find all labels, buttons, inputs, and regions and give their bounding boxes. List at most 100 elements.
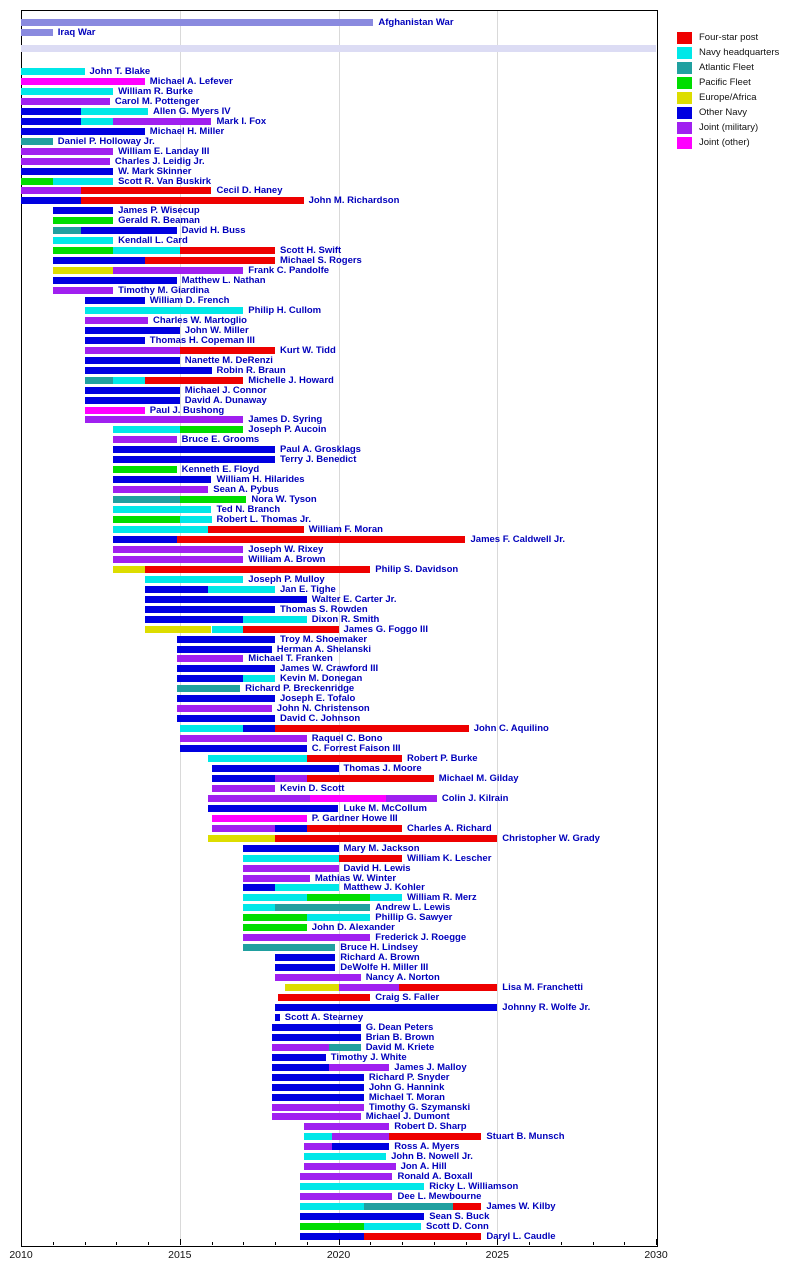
person-label: Philip H. Cullom	[248, 304, 322, 316]
timeline-bar-segment	[389, 1133, 482, 1141]
legend-swatch-jo	[677, 137, 692, 149]
timeline-bar-segment	[243, 944, 336, 952]
timeline-bar-segment	[243, 675, 276, 683]
timeline-bar-segment	[113, 535, 177, 543]
person-label: Michael T. Moran	[368, 1091, 445, 1103]
person-label: DeWolfe H. Miller III	[340, 962, 429, 974]
timeline-bar-segment	[309, 794, 387, 802]
person-label: Kurt W. Tidd	[280, 344, 336, 356]
person-label: William A. Brown	[248, 553, 326, 565]
timeline-bar-segment	[21, 87, 114, 95]
person-label: James P. Wisecup	[118, 205, 200, 217]
timeline-bar-segment	[306, 774, 434, 782]
person-label: Dee L. Mewbourne	[397, 1191, 482, 1203]
timeline-bar-segment	[52, 257, 145, 265]
person-label: Carol M. Pottenger	[114, 95, 200, 107]
timeline-bar-segment	[363, 1223, 421, 1230]
timeline-bar-segment	[211, 764, 339, 772]
timeline-bar-segment	[21, 97, 110, 105]
minor-tick-2024	[465, 1242, 467, 1245]
minor-tick-2018	[275, 1242, 276, 1245]
timeline-bar-segment	[179, 516, 212, 524]
person-label: Andrew L. Lewis	[375, 902, 451, 914]
person-label: Michael J. Dumont	[365, 1111, 450, 1123]
timeline-bar-segment	[208, 804, 339, 812]
timeline-bar-segment	[243, 884, 276, 892]
timeline-bar-segment	[21, 107, 82, 115]
timeline-bar-segment	[243, 904, 276, 912]
timeline-bar-segment	[243, 864, 339, 872]
timeline-bar-segment	[271, 1103, 364, 1111]
timeline-bar-segment	[211, 784, 275, 792]
minor-tick-2016	[211, 1242, 213, 1245]
timeline-bar-segment	[113, 426, 180, 434]
timeline-bar-segment	[243, 914, 307, 922]
timeline-bar-segment	[81, 197, 304, 205]
person-label: David A. Dunaway	[184, 394, 267, 406]
timeline-bar-segment	[300, 1203, 364, 1211]
major-tick-2025	[497, 1239, 499, 1245]
person-label: Colin J. Kilrain	[441, 792, 509, 804]
timeline-bar-segment	[306, 894, 371, 902]
timeline-bar-segment	[52, 227, 82, 235]
person-label: Craig S. Faller	[375, 992, 440, 1003]
timeline-bar-segment	[306, 824, 403, 832]
timeline-bar-segment	[113, 446, 275, 454]
timeline-bar-segment	[84, 386, 180, 394]
person-label: Allen G. Myers IV	[153, 105, 231, 117]
timeline-bar-segment	[21, 157, 110, 165]
timeline-bar-segment	[300, 1183, 425, 1191]
person-label: Sean S. Buck	[429, 1211, 490, 1223]
timeline-bar-segment	[208, 794, 310, 802]
timeline-bar-segment	[271, 1093, 364, 1101]
legend-swatch-ea	[677, 92, 692, 104]
timeline-bar-segment	[21, 187, 82, 195]
person-label: Johnny R. Wolfe Jr.	[502, 1001, 591, 1013]
person-label: Ricky L. Williamson	[429, 1181, 519, 1193]
timeline-bar-segment	[208, 755, 307, 763]
minor-tick-2017	[243, 1242, 245, 1245]
war-label: Iraq War	[57, 27, 96, 38]
person-label: David M. Kriete	[365, 1041, 435, 1053]
timeline-bar-segment	[208, 585, 275, 593]
person-label: David C. Johnson	[280, 713, 361, 725]
timeline-bar-segment	[84, 346, 180, 354]
person-label: Thomas H. Copeman III	[149, 334, 255, 346]
timeline-bar-segment	[452, 1203, 482, 1211]
timeline-bar-segment	[176, 635, 275, 643]
person-label: Matthew L. Nathan	[181, 275, 266, 287]
timeline-bar-segment	[179, 346, 276, 354]
timeline-bar-segment	[113, 496, 180, 504]
timeline-bar-segment	[144, 376, 244, 384]
person-label: Kenneth E. Floyd	[181, 464, 260, 476]
person-label: Christopher W. Grady	[502, 832, 600, 844]
x-axis-label-2010: 2010	[9, 1249, 33, 1261]
person-label: Terry J. Benedict	[280, 454, 357, 466]
timeline-bar-segment	[144, 575, 244, 583]
timeline-bar-segment	[179, 725, 244, 733]
legend-swatch-jm	[677, 122, 692, 134]
timeline-bar-segment	[278, 994, 371, 1001]
person-label: Scott R. Van Buskirk	[118, 175, 212, 187]
timeline-bar-segment	[208, 526, 304, 534]
timeline-bar-segment	[275, 964, 336, 972]
timeline-bar-segment	[243, 934, 371, 942]
person-label: William F. Moran	[308, 524, 383, 536]
timeline-bar-segment	[84, 356, 180, 364]
person-label: John T. Blake	[89, 66, 151, 77]
timeline-bar-segment	[176, 665, 275, 673]
timeline-bar-segment	[271, 1073, 364, 1081]
timeline-bar-segment	[113, 436, 177, 444]
person-label: Joseph W. Rixey	[248, 543, 324, 555]
timeline-bar-segment	[243, 924, 307, 932]
person-label: Richard A. Brown	[340, 952, 420, 964]
person-label: Walter E. Carter Jr.	[311, 593, 397, 605]
person-label: Timothy G. Szymanski	[368, 1101, 471, 1113]
timeline-bar-segment	[81, 107, 148, 115]
timeline-bar-segment	[176, 655, 244, 663]
war-label: Afghanistan War	[378, 17, 454, 28]
timeline-bar-segment	[275, 725, 469, 733]
person-label: Paul J. Bushong	[149, 404, 225, 416]
person-label: William D. French	[149, 295, 230, 306]
timeline-bar-segment	[84, 376, 114, 384]
